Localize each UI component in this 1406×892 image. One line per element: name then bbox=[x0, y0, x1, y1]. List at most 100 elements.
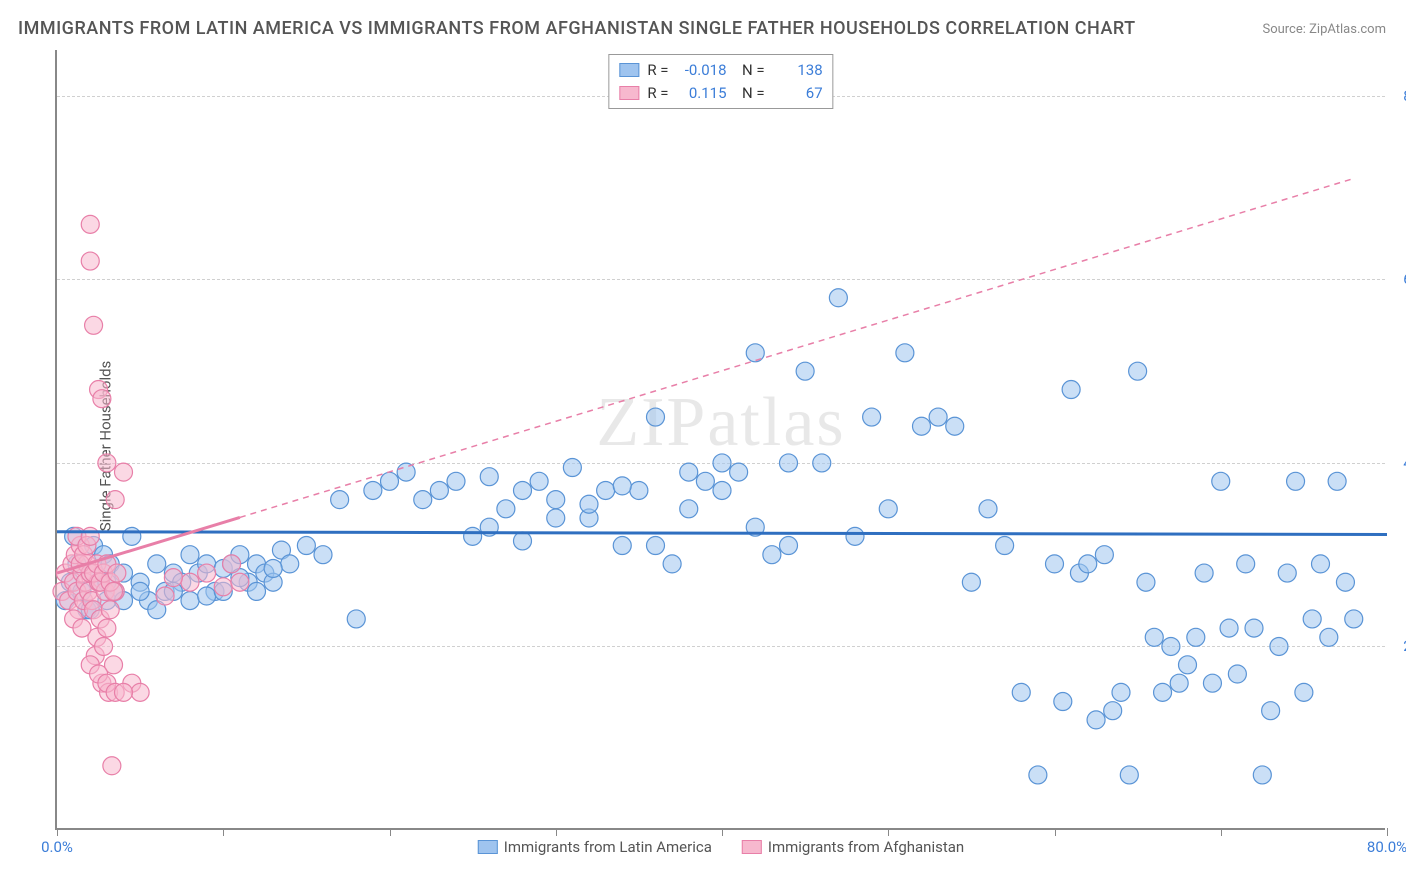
data-point bbox=[381, 472, 399, 490]
data-point bbox=[547, 491, 565, 509]
data-point bbox=[108, 564, 126, 582]
xtick bbox=[57, 828, 58, 836]
data-point bbox=[647, 408, 665, 426]
data-point bbox=[98, 454, 116, 472]
data-point bbox=[103, 757, 121, 775]
data-point bbox=[1187, 628, 1205, 646]
data-point bbox=[1062, 381, 1080, 399]
data-point bbox=[514, 532, 532, 550]
chart-svg bbox=[57, 50, 1385, 828]
n-value-1: 138 bbox=[773, 59, 823, 82]
data-point bbox=[829, 289, 847, 307]
data-point bbox=[85, 316, 103, 334]
swatch-series-2 bbox=[619, 86, 639, 100]
data-point bbox=[115, 463, 133, 481]
data-point bbox=[663, 555, 681, 573]
data-point bbox=[680, 463, 698, 481]
data-point bbox=[331, 491, 349, 509]
data-point bbox=[696, 472, 714, 490]
legend-label-1: Immigrants from Latin America bbox=[504, 838, 712, 856]
data-point bbox=[447, 472, 465, 490]
data-point bbox=[996, 537, 1014, 555]
stats-row-2: R = 0.115 N = 67 bbox=[619, 82, 822, 105]
data-point bbox=[198, 587, 216, 605]
xtick bbox=[888, 828, 889, 836]
data-point bbox=[497, 500, 515, 518]
data-point bbox=[101, 601, 119, 619]
data-point bbox=[563, 459, 581, 477]
data-point bbox=[1087, 711, 1105, 729]
n-label: N = bbox=[735, 59, 765, 82]
source-label: Source: ZipAtlas.com bbox=[1262, 22, 1386, 37]
data-point bbox=[1228, 665, 1246, 683]
data-point bbox=[181, 573, 199, 591]
data-point bbox=[1054, 693, 1072, 711]
stats-legend-box: R = -0.018 N = 138 R = 0.115 N = 67 bbox=[608, 54, 833, 109]
data-point bbox=[846, 527, 864, 545]
data-point bbox=[281, 555, 299, 573]
legend-bottom: Immigrants from Latin America Immigrants… bbox=[478, 838, 964, 856]
data-point bbox=[597, 481, 615, 499]
data-point bbox=[1312, 555, 1330, 573]
data-point bbox=[780, 454, 798, 472]
data-point bbox=[1295, 683, 1313, 701]
xtick bbox=[390, 828, 391, 836]
data-point bbox=[1120, 766, 1138, 784]
data-point bbox=[1179, 656, 1197, 674]
data-point bbox=[1345, 610, 1363, 628]
data-point bbox=[1162, 637, 1180, 655]
data-point bbox=[1328, 472, 1346, 490]
data-point bbox=[1170, 674, 1188, 692]
data-point bbox=[1245, 619, 1263, 637]
data-point bbox=[1262, 702, 1280, 720]
xtick bbox=[1221, 828, 1222, 836]
r-label: R = bbox=[647, 82, 668, 105]
data-point bbox=[81, 252, 99, 270]
data-point bbox=[93, 390, 111, 408]
data-point bbox=[1237, 555, 1255, 573]
plot-area: ZIPatlas R = -0.018 N = 138 R = 0.115 N … bbox=[55, 50, 1385, 830]
data-point bbox=[1320, 628, 1338, 646]
data-point bbox=[1220, 619, 1238, 637]
data-point bbox=[547, 509, 565, 527]
data-point bbox=[1270, 637, 1288, 655]
xtick-label: 0.0% bbox=[41, 838, 73, 856]
data-point bbox=[1287, 472, 1305, 490]
legend-label-2: Immigrants from Afghanistan bbox=[768, 838, 964, 856]
data-point bbox=[530, 472, 548, 490]
data-point bbox=[231, 573, 249, 591]
data-point bbox=[680, 500, 698, 518]
data-point bbox=[1212, 472, 1230, 490]
data-point bbox=[630, 481, 648, 499]
data-point bbox=[198, 564, 216, 582]
data-point bbox=[131, 683, 149, 701]
data-point bbox=[1029, 766, 1047, 784]
r-label: R = bbox=[647, 59, 668, 82]
data-point bbox=[248, 582, 266, 600]
data-point bbox=[123, 527, 141, 545]
xtick bbox=[223, 828, 224, 836]
data-point bbox=[780, 537, 798, 555]
data-point bbox=[397, 463, 415, 481]
data-point bbox=[613, 477, 631, 495]
data-point bbox=[1012, 683, 1030, 701]
data-point bbox=[105, 582, 123, 600]
swatch-series-2-b bbox=[742, 840, 762, 854]
data-point bbox=[181, 592, 199, 610]
data-point bbox=[763, 546, 781, 564]
data-point bbox=[1303, 610, 1321, 628]
data-point bbox=[364, 481, 382, 499]
data-point bbox=[1137, 573, 1155, 591]
data-point bbox=[1112, 683, 1130, 701]
r-value-2: 0.115 bbox=[677, 82, 727, 105]
data-point bbox=[514, 481, 532, 499]
data-point bbox=[713, 481, 731, 499]
legend-item-2: Immigrants from Afghanistan bbox=[742, 838, 964, 856]
data-point bbox=[106, 491, 124, 509]
data-point bbox=[647, 537, 665, 555]
data-point bbox=[464, 527, 482, 545]
xtick bbox=[1387, 828, 1388, 836]
data-point bbox=[214, 578, 232, 596]
swatch-series-1-b bbox=[478, 840, 498, 854]
data-point bbox=[81, 215, 99, 233]
